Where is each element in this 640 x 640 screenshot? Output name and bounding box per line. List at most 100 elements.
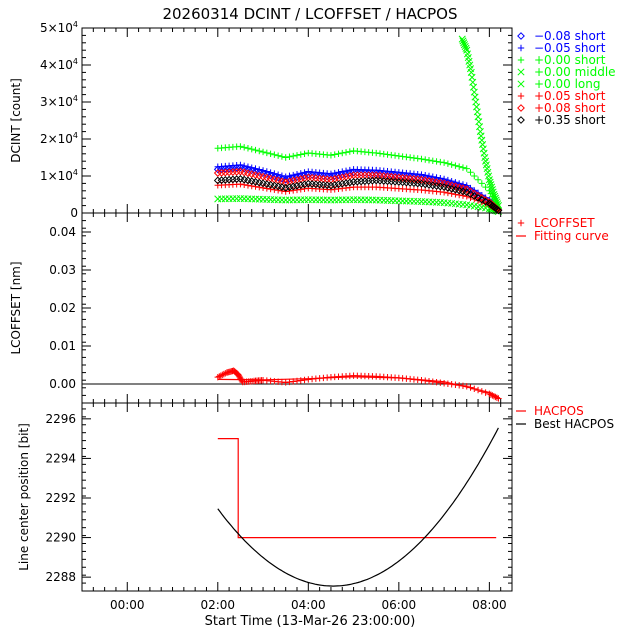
legend-label: +0.05 short <box>534 89 606 103</box>
data-point <box>240 162 248 170</box>
data-point <box>221 164 230 173</box>
data-point <box>281 178 290 187</box>
data-point <box>422 156 429 163</box>
data-point <box>444 160 452 167</box>
data-point <box>433 379 440 386</box>
data-point <box>220 370 228 378</box>
y-axis-label: LCOFFSET [nm] <box>9 261 23 354</box>
data-point <box>486 178 494 186</box>
data-point <box>228 164 237 173</box>
legend-marker <box>517 219 525 227</box>
data-point <box>256 184 263 191</box>
data-point <box>289 174 298 182</box>
data-point <box>274 187 282 194</box>
data-point <box>459 192 467 199</box>
data-point <box>293 181 301 190</box>
x-tick-label: 02:00 <box>200 598 235 612</box>
data-point <box>293 173 301 182</box>
data-point <box>301 185 308 192</box>
data-point <box>485 176 493 184</box>
data-point <box>460 39 468 47</box>
y-tick-label: 0.04 <box>49 225 76 239</box>
data-point <box>252 165 259 172</box>
data-point <box>334 180 343 189</box>
data-point <box>334 171 343 180</box>
data-point <box>488 186 496 194</box>
legend-label: +0.00 long <box>534 77 601 91</box>
data-point <box>364 177 373 185</box>
data-point <box>433 158 440 165</box>
y-tick-label: 3×104 <box>40 94 78 109</box>
x-axis-label: Start Time (13-Mar-26 23:00:00) <box>205 614 416 629</box>
legend-label: LCOFFSET <box>534 216 595 230</box>
data-point <box>271 186 278 193</box>
data-point <box>281 183 290 192</box>
data-point <box>467 169 474 176</box>
data-point <box>327 172 335 181</box>
y-tick-label: 5×104 <box>40 20 78 35</box>
data-point <box>263 168 271 175</box>
series-best-hacpos <box>217 427 499 587</box>
data-point <box>425 157 433 164</box>
legend-label: Fitting curve <box>534 229 609 243</box>
data-point <box>437 175 444 182</box>
data-point <box>494 206 503 215</box>
data-point <box>256 147 263 155</box>
data-point <box>459 164 467 171</box>
data-point <box>263 149 271 157</box>
y-tick-label: 2294 <box>45 451 76 465</box>
data-point <box>346 148 354 155</box>
data-point <box>221 168 230 177</box>
data-point <box>267 150 274 157</box>
legend-marker <box>517 32 525 40</box>
data-point <box>357 177 366 186</box>
legend-label: HACPOS <box>534 404 584 418</box>
y-tick-label: 1×104 <box>40 168 78 183</box>
data-point <box>331 151 338 158</box>
data-point <box>301 150 308 157</box>
data-point <box>429 378 436 385</box>
legend: −0.08 short−0.05 short+0.00 short+0.00 m… <box>517 29 616 127</box>
data-point <box>278 153 286 160</box>
legend-marker <box>517 116 525 124</box>
data-point <box>474 176 482 183</box>
data-point <box>225 168 234 177</box>
data-point <box>296 172 305 181</box>
data-point <box>459 37 467 45</box>
data-point <box>353 177 362 186</box>
data-point <box>489 188 497 196</box>
legend-label: +0.35 short <box>534 113 606 127</box>
data-point <box>338 170 347 179</box>
data-point <box>335 150 342 157</box>
y-tick-label: 0.02 <box>49 301 76 315</box>
data-point <box>237 143 244 150</box>
data-point <box>455 180 463 187</box>
data-point <box>492 196 500 204</box>
dcint-panel: 0 1×104 2×104 3×104 4×104 5×104 DCINT [count] −… <box>9 20 616 220</box>
data-point <box>213 176 222 185</box>
data-point <box>477 195 486 204</box>
series--0-05-short <box>214 161 502 213</box>
data-point <box>491 192 499 200</box>
data-point <box>285 177 294 186</box>
figure-title: 20260314 DCINT / LCOFFSET / HACPOS <box>162 5 457 23</box>
y-tick-label: 2×104 <box>40 131 78 146</box>
data-point <box>289 182 298 191</box>
data-point <box>281 175 290 184</box>
data-point <box>216 373 223 380</box>
y-tick-label: 2292 <box>45 491 76 505</box>
data-point <box>282 379 289 386</box>
data-point <box>300 171 309 180</box>
data-point <box>263 185 271 192</box>
data-point <box>368 176 377 185</box>
data-point <box>282 154 289 161</box>
data-point <box>481 197 490 206</box>
data-point <box>487 181 495 189</box>
data-point <box>448 161 455 168</box>
data-point <box>217 372 225 379</box>
data-point <box>252 146 259 154</box>
data-point <box>267 185 274 193</box>
